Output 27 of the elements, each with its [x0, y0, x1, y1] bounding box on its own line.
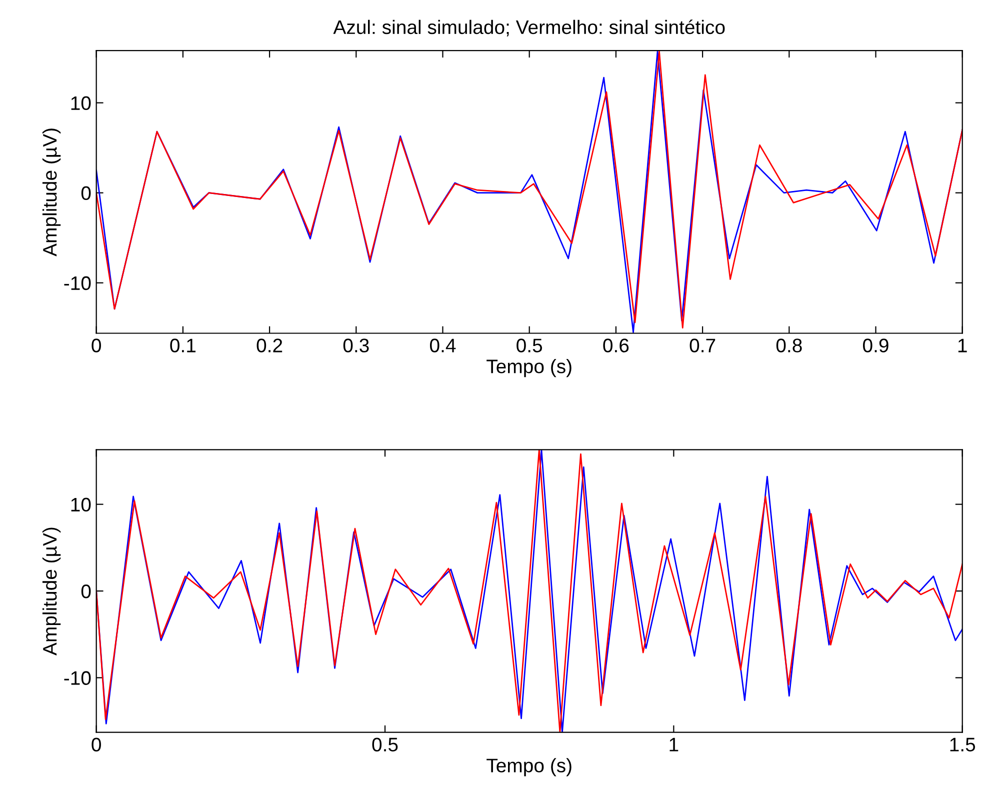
x-tick-label: 0.4: [430, 338, 456, 352]
y-tick-label: -10: [64, 276, 91, 290]
x-tick-label: 0: [92, 338, 101, 352]
x-tick-label: 0.8: [776, 338, 802, 352]
x-tick-label: 0.7: [690, 338, 716, 352]
x-tick-label: 0.9: [863, 338, 888, 352]
x-tick-label: 0: [92, 738, 101, 752]
y-tick-label: 0: [81, 584, 91, 598]
x-axis-title: Tempo (s): [486, 758, 572, 776]
chart-title: Azul: sinal simulado; Vermelho: sinal sintético: [333, 20, 725, 36]
line-series: [96, 450, 962, 732]
x-tick-label: 1: [958, 338, 967, 352]
x-tick-label: 0.2: [256, 338, 282, 352]
x-tick-label: 0.5: [516, 338, 542, 352]
y-tick-label: 10: [71, 96, 91, 110]
x-tick-label: 0.6: [603, 338, 629, 352]
x-tick-label: 1: [670, 738, 678, 752]
x-tick-label: 0.3: [343, 338, 369, 352]
y-axis-title: Amplitude (µV): [42, 528, 61, 656]
x-tick-label: 0.5: [372, 738, 398, 752]
y-tick-label: -10: [64, 671, 91, 685]
y-tick-label: 0: [81, 186, 91, 200]
x-axis-title: Tempo (s): [486, 359, 572, 378]
y-tick-label: 10: [71, 498, 91, 512]
x-tick-label: 1.5: [950, 738, 976, 752]
y-axis-title: Amplitude (µV): [42, 128, 61, 256]
x-tick-label: 0.1: [170, 338, 196, 352]
